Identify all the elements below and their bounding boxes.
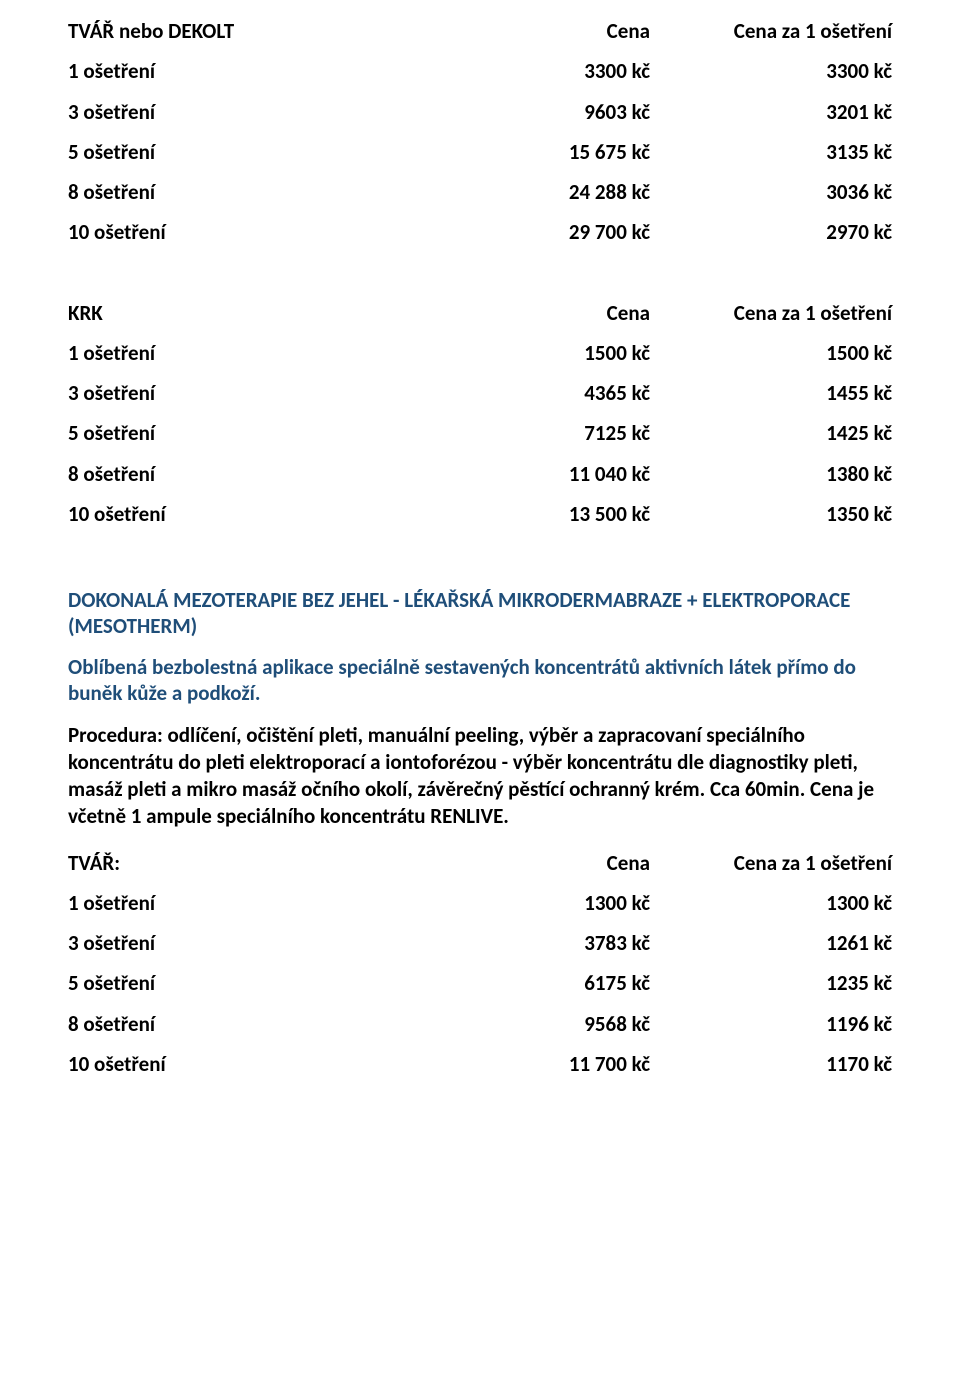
row-unit-price: 3300 kč xyxy=(682,58,892,84)
row-unit-price: 1380 kč xyxy=(682,461,892,487)
row-label: 5 ošetření xyxy=(68,970,155,996)
row-price: 7125 kč xyxy=(540,420,650,446)
row-label: 8 ošetření xyxy=(68,461,155,487)
table-row: 1 ošetření 3300 kč 3300 kč xyxy=(68,58,892,84)
row-label: 3 ošetření xyxy=(68,930,155,956)
row-label: 8 ošetření xyxy=(68,1011,155,1037)
row-price: 1300 kč xyxy=(540,890,650,916)
table-row: 3 ošetření 9603 kč 3201 kč xyxy=(68,99,892,125)
table2-header-c3: Cena za 1 ošetření xyxy=(682,300,892,326)
table-row: 10 ošetření 11 700 kč 1170 kč xyxy=(68,1051,892,1077)
table2-header: KRK Cena Cena za 1 ošetření xyxy=(68,300,892,326)
row-price: 9568 kč xyxy=(540,1011,650,1037)
row-price: 24 288 kč xyxy=(540,179,650,205)
row-label: 10 ošetření xyxy=(68,219,166,245)
row-unit-price: 1235 kč xyxy=(682,970,892,996)
table3-header-c2: Cena xyxy=(540,850,650,876)
row-label: 1 ošetření xyxy=(68,340,155,366)
procedure-text: Procedura: odlíčení, očištění pleti, man… xyxy=(68,722,892,830)
table-row: 8 ošetření 11 040 kč 1380 kč xyxy=(68,461,892,487)
table3-header-c3: Cena za 1 ošetření xyxy=(682,850,892,876)
row-label: 5 ošetření xyxy=(68,139,155,165)
section-title: DOKONALÁ MEZOTERAPIE BEZ JEHEL - LÉKAŘSK… xyxy=(68,587,892,640)
row-price: 4365 kč xyxy=(540,380,650,406)
row-unit-price: 2970 kč xyxy=(682,219,892,245)
table-row: 5 ošetření 7125 kč 1425 kč xyxy=(68,420,892,446)
row-unit-price: 3201 kč xyxy=(682,99,892,125)
table3-header: TVÁŘ: Cena Cena za 1 ošetření xyxy=(68,850,892,876)
table-row: 3 ošetření 3783 kč 1261 kč xyxy=(68,930,892,956)
table2-header-c1: KRK xyxy=(68,300,103,326)
table3-header-c1: TVÁŘ: xyxy=(68,850,120,876)
table-row: 8 ošetření 9568 kč 1196 kč xyxy=(68,1011,892,1037)
row-price: 11 040 kč xyxy=(540,461,650,487)
row-unit-price: 3036 kč xyxy=(682,179,892,205)
row-price: 11 700 kč xyxy=(540,1051,650,1077)
row-unit-price: 1261 kč xyxy=(682,930,892,956)
row-unit-price: 1300 kč xyxy=(682,890,892,916)
table2-header-c2: Cena xyxy=(540,300,650,326)
table-row: 5 ošetření 15 675 kč 3135 kč xyxy=(68,139,892,165)
row-price: 9603 kč xyxy=(540,99,650,125)
row-unit-price: 1350 kč xyxy=(682,501,892,527)
row-price: 29 700 kč xyxy=(540,219,650,245)
row-price: 13 500 kč xyxy=(540,501,650,527)
table-row: 10 ošetření 29 700 kč 2970 kč xyxy=(68,219,892,245)
row-label: 3 ošetření xyxy=(68,380,155,406)
row-price: 3783 kč xyxy=(540,930,650,956)
section-description: Oblíbená bezbolestná aplikace speciálně … xyxy=(68,654,892,707)
row-unit-price: 1455 kč xyxy=(682,380,892,406)
table1-header-c1: TVÁŘ nebo DEKOLT xyxy=(68,18,234,44)
table-row: 5 ošetření 6175 kč 1235 kč xyxy=(68,970,892,996)
row-label: 5 ošetření xyxy=(68,420,155,446)
row-unit-price: 1170 kč xyxy=(682,1051,892,1077)
table1-header: TVÁŘ nebo DEKOLT Cena Cena za 1 ošetření xyxy=(68,18,892,44)
row-price: 15 675 kč xyxy=(540,139,650,165)
row-unit-price: 1500 kč xyxy=(682,340,892,366)
table-row: 8 ošetření 24 288 kč 3036 kč xyxy=(68,179,892,205)
table-row: 10 ošetření 13 500 kč 1350 kč xyxy=(68,501,892,527)
row-price: 1500 kč xyxy=(540,340,650,366)
table1-header-c3: Cena za 1 ošetření xyxy=(682,18,892,44)
row-unit-price: 1425 kč xyxy=(682,420,892,446)
row-label: 8 ošetření xyxy=(68,179,155,205)
row-label: 1 ošetření xyxy=(68,890,155,916)
table-row: 1 ošetření 1300 kč 1300 kč xyxy=(68,890,892,916)
row-unit-price: 3135 kč xyxy=(682,139,892,165)
row-label: 10 ošetření xyxy=(68,1051,166,1077)
row-label: 1 ošetření xyxy=(68,58,155,84)
table-row: 1 ošetření 1500 kč 1500 kč xyxy=(68,340,892,366)
row-price: 6175 kč xyxy=(540,970,650,996)
row-price: 3300 kč xyxy=(540,58,650,84)
table-row: 3 ošetření 4365 kč 1455 kč xyxy=(68,380,892,406)
row-label: 10 ošetření xyxy=(68,501,166,527)
row-unit-price: 1196 kč xyxy=(682,1011,892,1037)
row-label: 3 ošetření xyxy=(68,99,155,125)
table1-header-c2: Cena xyxy=(540,18,650,44)
